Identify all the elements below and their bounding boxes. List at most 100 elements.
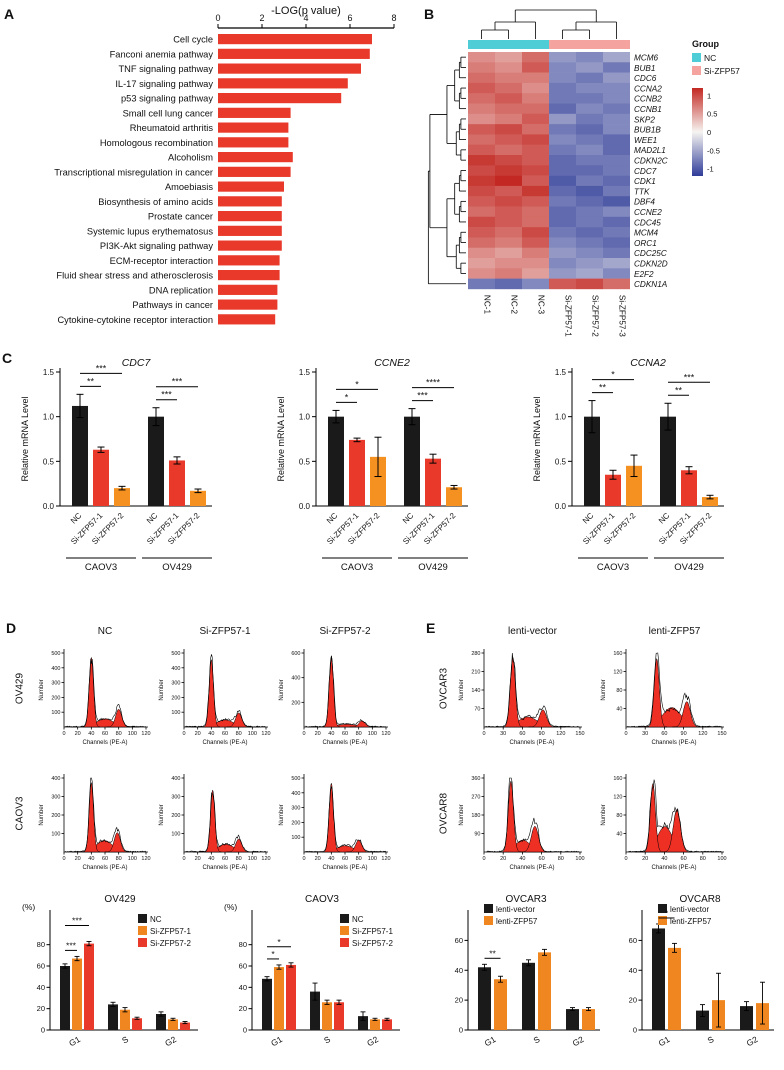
panel-e-row-label-ovcar3: OVCAR3 xyxy=(438,667,450,710)
svg-text:400: 400 xyxy=(291,676,300,682)
svg-text:400: 400 xyxy=(171,666,180,672)
svg-text:4: 4 xyxy=(303,13,308,23)
svg-text:lenti-vector: lenti-vector xyxy=(496,905,535,914)
svg-text:90: 90 xyxy=(474,832,480,838)
svg-text:60: 60 xyxy=(681,856,687,862)
svg-text:lenti-ZFP57: lenti-ZFP57 xyxy=(670,917,712,926)
svg-text:0.0: 0.0 xyxy=(299,502,311,511)
svg-text:120: 120 xyxy=(556,731,565,737)
svg-text:S: S xyxy=(706,1034,716,1046)
svg-text:OVCAR8: OVCAR8 xyxy=(679,894,721,905)
svg-text:**: ** xyxy=(599,383,607,393)
svg-text:300: 300 xyxy=(51,681,60,687)
svg-text:20: 20 xyxy=(37,1004,45,1013)
svg-text:150: 150 xyxy=(717,731,726,737)
svg-text:20: 20 xyxy=(455,996,463,1005)
svg-text:80: 80 xyxy=(116,856,122,862)
svg-text:120: 120 xyxy=(698,731,707,737)
panel-e-col-header-zfp57: lenti-ZFP57 xyxy=(648,626,701,637)
svg-text:80: 80 xyxy=(37,940,45,949)
flow-histogram-ov429-si2: 200 400 600 0 20 40 60 80 100 120 Number Channels (… xyxy=(279,649,391,746)
svg-text:0: 0 xyxy=(302,731,305,737)
svg-text:DBF4: DBF4 xyxy=(634,198,655,207)
svg-text:Rheumatoid arthritis: Rheumatoid arthritis xyxy=(130,123,214,133)
svg-text:Si-ZFP57-1: Si-ZFP57-1 xyxy=(150,927,191,936)
svg-text:***: *** xyxy=(161,390,172,400)
svg-text:S: S xyxy=(532,1034,542,1046)
panel-d-label: D xyxy=(6,620,17,636)
svg-text:Fluid shear stress and atheros: Fluid shear stress and atherosclerosis xyxy=(56,271,213,281)
svg-text:0: 0 xyxy=(459,1026,463,1035)
svg-text:(%): (%) xyxy=(22,902,35,912)
svg-text:***: *** xyxy=(684,372,695,382)
svg-text:IL-17 signaling pathway: IL-17 signaling pathway xyxy=(115,79,213,89)
svg-text:Channels (PE-A): Channels (PE-A) xyxy=(322,865,367,871)
svg-text:20: 20 xyxy=(75,731,81,737)
panel-d-col-header-nc: NC xyxy=(97,626,113,637)
svg-text:Relative mRNA Level: Relative mRNA Level xyxy=(20,396,30,481)
svg-text:1.0: 1.0 xyxy=(555,413,567,422)
svg-text:CCNB2: CCNB2 xyxy=(634,95,662,104)
flow-histogram-caov3-nc: 100 200 300 400 0 20 40 60 80 100 120 Number Channel… xyxy=(39,774,151,871)
svg-text:40: 40 xyxy=(661,856,667,862)
svg-text:(%): (%) xyxy=(224,902,237,912)
svg-text:Pathways in cancer: Pathways in cancer xyxy=(132,300,213,310)
svg-text:60: 60 xyxy=(222,731,228,737)
svg-text:Channels (PE-A): Channels (PE-A) xyxy=(651,865,696,871)
cell-cycle-bar-chart-ov429: OV429 (%) 0 20 40 60 80 G1 S G2 NC Si-ZFP57-1 Si-ZFP… xyxy=(22,894,198,1048)
svg-text:OV429: OV429 xyxy=(162,562,192,573)
svg-text:CAOV3: CAOV3 xyxy=(305,894,339,905)
svg-text:20: 20 xyxy=(642,856,648,862)
svg-text:20: 20 xyxy=(195,731,201,737)
svg-text:G2: G2 xyxy=(163,1034,178,1048)
svg-text:Number: Number xyxy=(39,679,45,700)
flow-histogram-ov429-si1: 100 200 300 400 500 0 20 40 60 80 100 120 Number Chan… xyxy=(159,649,271,746)
svg-text:120: 120 xyxy=(381,856,390,862)
svg-text:180: 180 xyxy=(471,813,480,819)
svg-text:300: 300 xyxy=(51,795,60,801)
svg-text:*: * xyxy=(611,370,615,380)
svg-text:160: 160 xyxy=(613,651,622,657)
svg-text:80: 80 xyxy=(236,731,242,737)
svg-text:ORC1: ORC1 xyxy=(634,239,657,248)
panel-e-row-label-ovcar8: OVCAR8 xyxy=(438,792,450,835)
svg-text:40: 40 xyxy=(616,832,622,838)
svg-text:0: 0 xyxy=(482,731,485,737)
panel-d-col-header-si1: Si-ZFP57-1 xyxy=(199,626,251,637)
svg-text:Number: Number xyxy=(601,804,607,825)
svg-text:0.0: 0.0 xyxy=(43,502,55,511)
svg-text:Number: Number xyxy=(159,804,165,825)
svg-text:CCNE2: CCNE2 xyxy=(634,208,662,217)
svg-text:40: 40 xyxy=(208,731,214,737)
svg-text:Si-ZFP57: Si-ZFP57 xyxy=(704,66,740,76)
svg-text:0: 0 xyxy=(41,1026,45,1035)
svg-text:CDC7: CDC7 xyxy=(634,167,657,176)
svg-text:20: 20 xyxy=(500,856,506,862)
flow-histogram-ovcar3-vector: 70 140 210 280 0 30 60 90 120 150 Number Channels (… xyxy=(459,649,585,746)
flow-histogram-ovcar8-vector: 90 180 270 360 0 20 40 60 80 100 Number Channels (P… xyxy=(459,774,585,871)
svg-text:SKP2: SKP2 xyxy=(634,115,655,124)
svg-text:Biosynthesis of amino acids: Biosynthesis of amino acids xyxy=(98,197,213,207)
svg-text:400: 400 xyxy=(51,776,60,782)
svg-text:lenti-ZFP57: lenti-ZFP57 xyxy=(496,917,538,926)
svg-text:G1: G1 xyxy=(67,1034,82,1048)
svg-text:G2: G2 xyxy=(365,1034,380,1048)
panel-d-row-label-ov429: OV429 xyxy=(14,672,26,705)
svg-text:Cytokine-cytokine receptor int: Cytokine-cytokine receptor interaction xyxy=(57,315,213,325)
svg-text:0.5: 0.5 xyxy=(43,457,55,466)
svg-text:60: 60 xyxy=(37,962,45,971)
svg-text:270: 270 xyxy=(471,795,480,801)
svg-text:200: 200 xyxy=(51,695,60,701)
svg-text:120: 120 xyxy=(613,795,622,801)
svg-text:***: *** xyxy=(96,363,107,373)
svg-text:80: 80 xyxy=(616,813,622,819)
svg-text:CDKN2D: CDKN2D xyxy=(634,260,668,269)
svg-text:100: 100 xyxy=(368,856,377,862)
flow-histogram-caov3-si2: 100 200 300 400 500 0 20 40 60 80 100 120 Number Chan… xyxy=(279,774,391,871)
svg-text:-0.5: -0.5 xyxy=(707,146,720,155)
svg-text:0: 0 xyxy=(624,856,627,862)
svg-text:100: 100 xyxy=(248,731,257,737)
